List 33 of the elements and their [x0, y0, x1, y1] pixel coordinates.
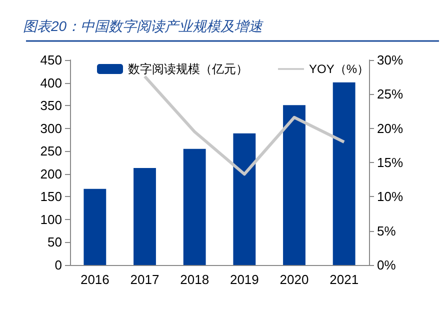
y2-tick-label: 20% — [377, 120, 404, 136]
legend-label: YOY（%） — [309, 62, 370, 76]
x-tick-label: 2018 — [180, 272, 210, 287]
legend-label: 数字阅读规模（亿元） — [128, 62, 248, 76]
y-tick-label: 0 — [54, 258, 62, 272]
bar — [134, 168, 156, 265]
y2-tick-label: 30% — [377, 52, 404, 68]
bar — [332, 82, 356, 265]
y-tick-label: 250 — [40, 144, 62, 159]
y-tick-label: 100 — [40, 212, 62, 227]
y-tick-label: 350 — [40, 98, 62, 114]
y2-tick-label: 0% — [377, 258, 396, 272]
y2-tick-label: 10% — [377, 189, 404, 204]
x-tick-label: 2017 — [130, 272, 160, 287]
line-series — [143, 74, 346, 176]
bar — [84, 188, 106, 265]
x-tick-label: 2019 — [230, 272, 259, 287]
x-tick-label: 2016 — [80, 272, 110, 287]
y-tick-label: 150 — [40, 189, 62, 204]
y-tick-label: 50 — [48, 234, 62, 250]
y-tick-label: 400 — [40, 75, 62, 90]
y-tick-label: 300 — [40, 120, 62, 136]
bar — [183, 148, 206, 265]
y2-tick-label: 15% — [377, 155, 404, 170]
chart-title: 图表20：中国数字阅读产业规模及增速 — [23, 18, 264, 34]
bar — [233, 133, 256, 265]
y2-tick-label: 5% — [377, 223, 396, 238]
x-tick-label: 2021 — [330, 272, 359, 287]
y-tick-label: 200 — [40, 166, 62, 182]
y2-tick-label: 25% — [377, 86, 404, 102]
y-tick-label: 450 — [40, 52, 62, 68]
x-tick-label: 2020 — [280, 272, 309, 287]
bar — [283, 105, 306, 265]
